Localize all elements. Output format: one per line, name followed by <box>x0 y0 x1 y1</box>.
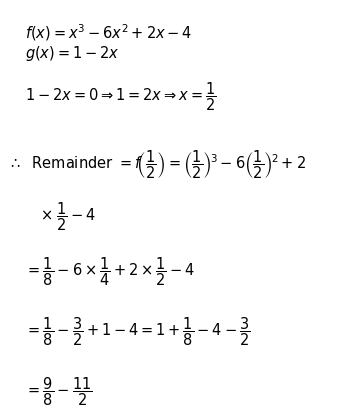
Text: $\times\; \dfrac{1}{2} - 4$: $\times\; \dfrac{1}{2} - 4$ <box>40 200 96 233</box>
Text: $= \dfrac{9}{8} - \dfrac{11}{2}$: $= \dfrac{9}{8} - \dfrac{11}{2}$ <box>25 375 93 408</box>
Text: $\mathit{f}(\mathit{x}) = x^3 - 6x^2 + 2x - 4$: $\mathit{f}(\mathit{x}) = x^3 - 6x^2 + 2… <box>25 22 193 43</box>
Text: $= \dfrac{1}{8} - \dfrac{3}{2} + 1 - 4 = 1 + \dfrac{1}{8} - 4 - \dfrac{3}{2}$: $= \dfrac{1}{8} - \dfrac{3}{2} + 1 - 4 =… <box>25 315 251 347</box>
Text: $\mathit{g}(\mathit{x}) = 1 - 2\mathit{x}$: $\mathit{g}(\mathit{x}) = 1 - 2\mathit{x… <box>25 44 120 63</box>
Text: $\therefore\;$ Remainder $= \mathit{f}\!\left(\dfrac{1}{2}\right) = \left(\dfrac: $\therefore\;$ Remainder $= \mathit{f}\!… <box>8 148 306 181</box>
Text: $= \dfrac{1}{8} - 6 \times \dfrac{1}{4} + 2 \times \dfrac{1}{2} - 4$: $= \dfrac{1}{8} - 6 \times \dfrac{1}{4} … <box>25 255 195 287</box>
Text: $1 - 2x = 0 \Rightarrow 1 = 2x \Rightarrow x = \dfrac{1}{2}$: $1 - 2x = 0 \Rightarrow 1 = 2x \Rightarr… <box>25 80 217 113</box>
